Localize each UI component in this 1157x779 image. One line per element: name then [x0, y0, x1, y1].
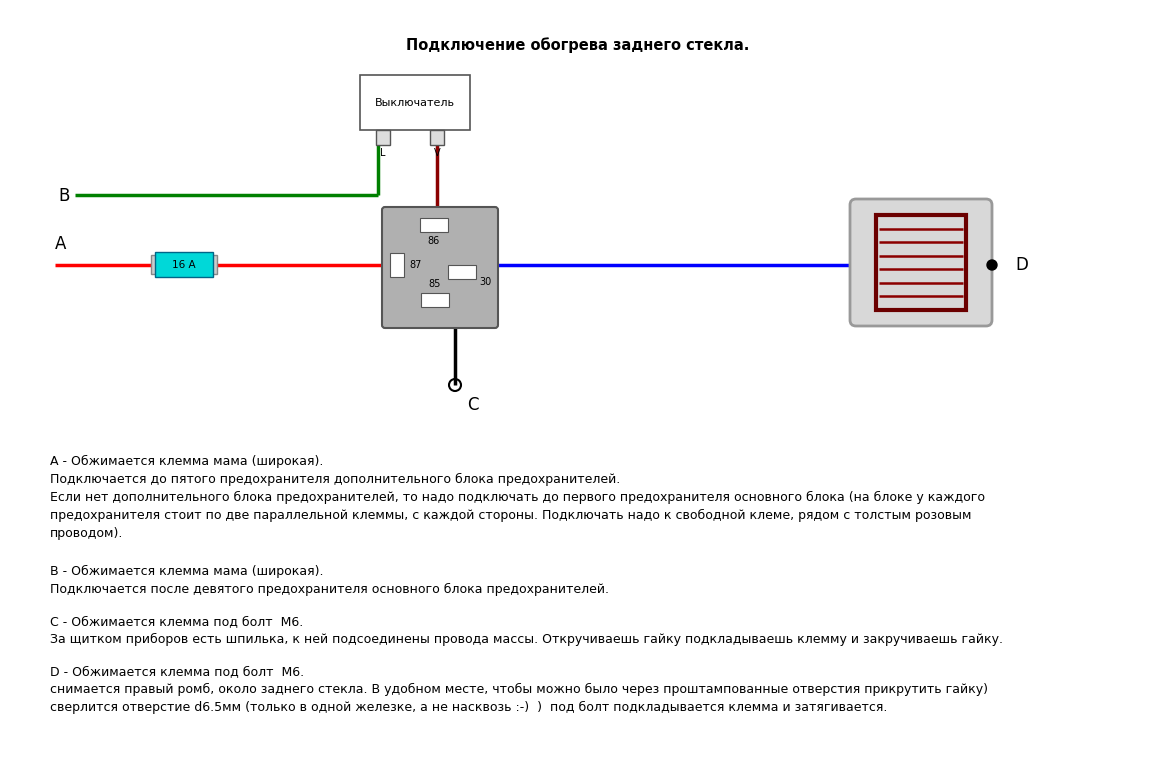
Text: D - Обжимается клемма под болт  М6.
снимается правый ромб, около заднего стекла.: D - Обжимается клемма под болт М6. снима… [50, 665, 988, 714]
Text: С: С [467, 396, 479, 414]
Text: 30: 30 [479, 277, 492, 287]
Bar [152, 255, 218, 274]
Text: А - Обжимается клемма мама (широкая).
Подключается до пятого предохранителя допо: А - Обжимается клемма мама (широкая). По… [50, 455, 985, 541]
Bar [430, 130, 444, 145]
Bar [360, 75, 470, 130]
Text: 16 А: 16 А [172, 259, 196, 270]
Text: V: V [434, 148, 441, 158]
Circle shape [987, 260, 997, 270]
Bar [876, 215, 966, 310]
Text: L: L [381, 148, 385, 158]
Bar [155, 252, 213, 277]
Text: 85: 85 [429, 279, 441, 289]
FancyBboxPatch shape [382, 207, 498, 328]
Bar [448, 265, 476, 279]
Text: 86: 86 [428, 236, 440, 246]
Bar [421, 293, 449, 307]
Text: Подключение обогрева заднего стекла.: Подключение обогрева заднего стекла. [406, 37, 750, 53]
Bar [376, 130, 390, 145]
Text: А: А [56, 235, 66, 253]
Text: 87: 87 [410, 260, 421, 270]
Text: В - Обжимается клемма мама (широкая).
Подключается после девятого предохранителя: В - Обжимается клемма мама (широкая). По… [50, 565, 609, 596]
Bar [420, 218, 448, 232]
Text: В: В [58, 187, 69, 205]
Text: D: D [1015, 256, 1027, 274]
Text: Выключатель: Выключатель [375, 97, 455, 108]
FancyBboxPatch shape [850, 199, 992, 326]
Bar [390, 253, 404, 277]
Text: С - Обжимается клемма под болт  М6.
За щитком приборов есть шпилька, к ней подсо: С - Обжимается клемма под болт М6. За щи… [50, 615, 1003, 646]
